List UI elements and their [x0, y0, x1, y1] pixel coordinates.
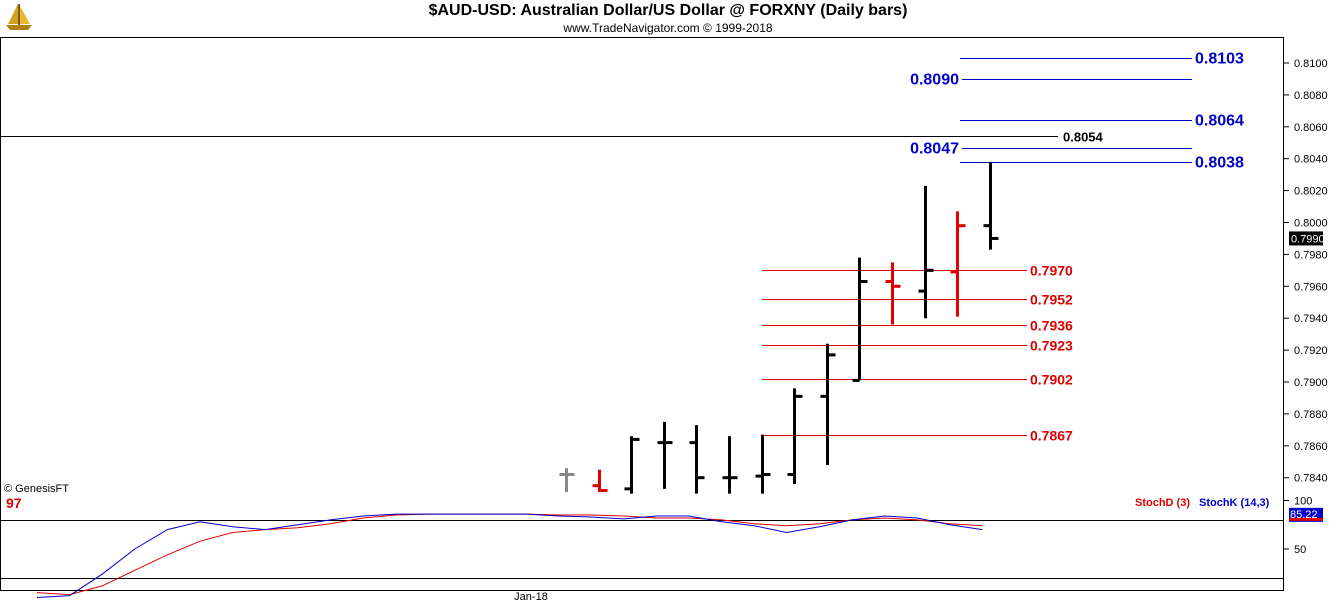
level-label: 0.7936 — [1030, 318, 1073, 334]
level-label: 0.8038 — [1195, 155, 1244, 172]
ohlc-bar — [592, 469, 608, 493]
chart-frame — [0, 37, 1284, 591]
level-label: 0.8103 — [1195, 51, 1244, 68]
stoch-series-line — [36, 513, 983, 598]
price-tick-label: 0.7860 — [1294, 441, 1328, 453]
price-tick-label: 0.7940 — [1294, 313, 1328, 325]
level-label: 0.8090 — [910, 72, 959, 89]
ohlc-bar — [657, 421, 673, 489]
level-label: 0.7902 — [1030, 372, 1073, 388]
level-label: 0.8064 — [1195, 113, 1244, 130]
sailboat-icon — [6, 4, 32, 30]
price-tick-label: 0.7900 — [1294, 377, 1328, 389]
ohlc-bar — [983, 161, 999, 250]
legend-stoch-k: StochK (14,3) — [1199, 497, 1270, 509]
ohlc-bar — [950, 211, 966, 317]
price-tick-label: 0.8080 — [1294, 90, 1328, 102]
last-price-box — [1289, 231, 1323, 246]
level-label: 0.8047 — [910, 141, 959, 158]
price-tick-label: 0.7980 — [1294, 249, 1328, 261]
price-tick-label: 0.7920 — [1294, 345, 1328, 357]
ohlc-bar — [852, 257, 868, 382]
price-tick-label: 0.7960 — [1294, 281, 1328, 293]
ohlc-bar — [787, 388, 803, 485]
stoch-series-line — [36, 513, 983, 596]
ohlc-bar — [918, 185, 934, 319]
legend-stoch-d: StochD (3) — [1135, 497, 1190, 509]
ohlc-bar — [559, 468, 575, 493]
ohlc-bar — [820, 343, 836, 465]
level-label: 0.7970 — [1030, 263, 1073, 279]
ohlc-bar — [755, 434, 771, 494]
chart-subtitle: www.TradeNavigator.com © 1999-2018 — [563, 21, 773, 35]
level-label: 0.7923 — [1030, 338, 1073, 354]
level-label: 0.7867 — [1030, 428, 1073, 444]
chart-header: $AUD-USD: Australian Dollar/US Dollar @ … — [0, 0, 1336, 37]
price-tick-label: 0.7880 — [1294, 409, 1328, 421]
price-tick-label: 0.8100 — [1294, 58, 1328, 70]
last-price-label: 0.7990 — [1291, 233, 1325, 245]
ohlc-bar — [722, 436, 738, 494]
price-tick-label: 0.8060 — [1294, 122, 1328, 134]
stoch-last-box-red — [1289, 517, 1323, 521]
x-axis-label: Jan-18 — [514, 591, 548, 603]
copyright-label: © GenesisFT — [4, 483, 69, 495]
chart-title: $AUD-USD: Australian Dollar/US Dollar @ … — [428, 2, 908, 19]
stoch-value-left: 97 — [6, 495, 22, 511]
stoch-tick-label: 100 — [1294, 496, 1312, 508]
price-tick-label: 0.8040 — [1294, 154, 1328, 166]
ohlc-bar — [624, 436, 640, 494]
stoch-tick-label: 50 — [1294, 544, 1306, 556]
level-label: 0.7952 — [1030, 292, 1073, 308]
ohlc-bar — [689, 425, 705, 494]
price-tick-label: 0.8000 — [1294, 218, 1328, 230]
price-tick-label: 0.8020 — [1294, 186, 1328, 198]
stoch-last-label: 85.22 — [1290, 509, 1318, 521]
price-tick-label: 0.7840 — [1294, 473, 1328, 485]
level-label: 0.8054 — [1063, 130, 1104, 145]
ohlc-bar — [885, 262, 901, 325]
